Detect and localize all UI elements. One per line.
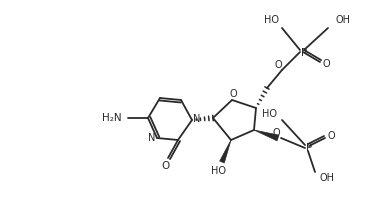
Text: O: O	[327, 131, 335, 141]
Text: P: P	[301, 48, 307, 58]
Text: H₂N: H₂N	[102, 113, 122, 123]
Text: OH: OH	[320, 173, 335, 183]
Text: O: O	[274, 60, 282, 70]
Text: O: O	[322, 59, 330, 69]
Text: O: O	[272, 128, 280, 138]
Polygon shape	[220, 140, 231, 163]
Text: OH: OH	[336, 15, 351, 25]
Text: N: N	[148, 133, 156, 143]
Text: O: O	[161, 161, 169, 171]
Text: HO: HO	[212, 166, 227, 176]
Text: HO: HO	[264, 15, 279, 25]
Polygon shape	[254, 130, 279, 141]
Text: O: O	[229, 89, 237, 99]
Text: N: N	[193, 114, 201, 124]
Text: P: P	[306, 143, 312, 153]
Text: HO: HO	[262, 109, 277, 119]
